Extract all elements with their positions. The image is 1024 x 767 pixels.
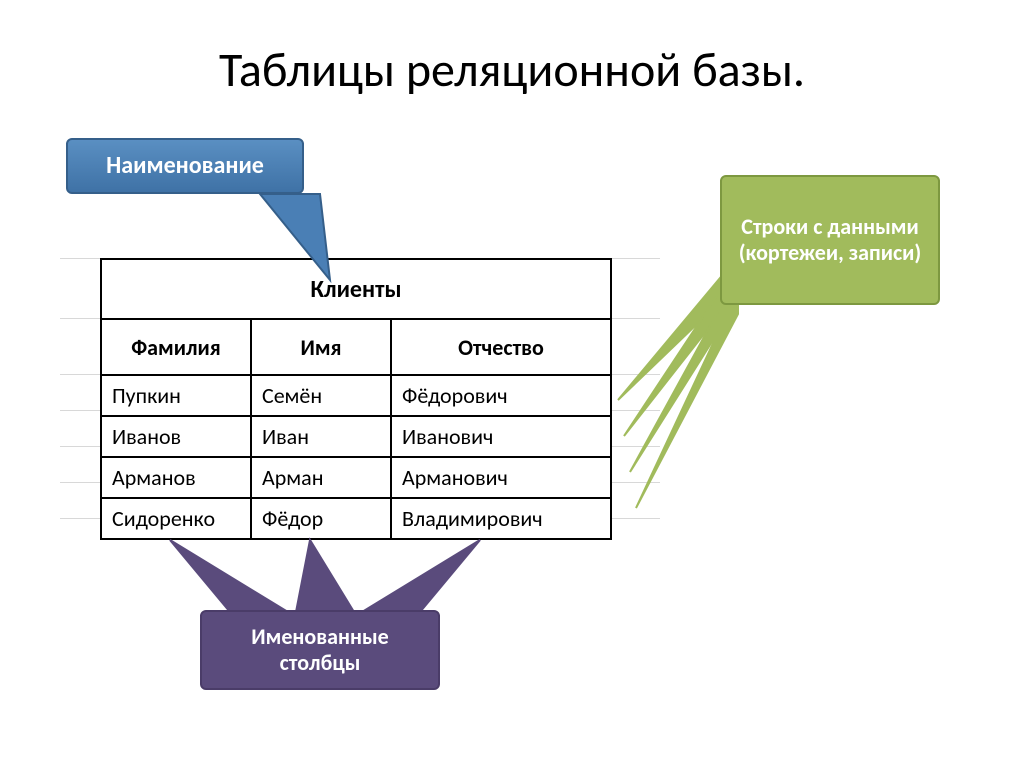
col-header-1: Имя — [251, 319, 391, 375]
table-row: Пупкин Семён Фёдорович — [101, 375, 611, 416]
cell: Арман — [251, 457, 391, 498]
cell: Семён — [251, 375, 391, 416]
cell: Иванович — [391, 416, 611, 457]
cell: Фёдор — [251, 498, 391, 539]
cell: Фёдорович — [391, 375, 611, 416]
db-table: Клиенты Фамилия Имя Отчество Пупкин Семё… — [100, 258, 612, 540]
cell: Иванов — [101, 416, 251, 457]
cell: Арманов — [101, 457, 251, 498]
table-row: Иванов Иван Иванович — [101, 416, 611, 457]
table-title-row: Клиенты — [101, 259, 611, 319]
diagram-canvas: Клиенты Фамилия Имя Отчество Пупкин Семё… — [0, 0, 1024, 767]
green-pointer-3 — [630, 286, 732, 472]
green-pointer-1 — [618, 278, 720, 400]
table-row: Сидоренко Фёдор Владимирович — [101, 498, 611, 539]
purple-pointer-2 — [296, 540, 354, 612]
cell: Арманович — [391, 457, 611, 498]
callout-rows: Строки с данными (кортежеи, записи) — [720, 175, 940, 305]
callout-name-label: Наименование — [106, 152, 264, 181]
cell: Иван — [251, 416, 391, 457]
callout-cols: Именованные столбцы — [200, 610, 440, 690]
col-header-2: Отчество — [391, 319, 611, 375]
table-header-row: Фамилия Имя Отчество — [101, 319, 611, 375]
callout-cols-label: Именованные столбцы — [216, 624, 424, 677]
cell: Пупкин — [101, 375, 251, 416]
purple-pointer-3 — [362, 540, 480, 612]
green-pointer-2 — [624, 282, 726, 436]
col-header-0: Фамилия — [101, 319, 251, 375]
green-pointer-4 — [636, 290, 738, 508]
cell: Владимирович — [391, 498, 611, 539]
table-title-cell: Клиенты — [101, 259, 611, 319]
callout-rows-label: Строки с данными (кортежеи, записи) — [736, 214, 924, 267]
purple-pointer-1 — [170, 540, 288, 612]
cell: Сидоренко — [101, 498, 251, 539]
table-row: Арманов Арман Арманович — [101, 457, 611, 498]
callout-name: Наименование — [66, 138, 304, 194]
